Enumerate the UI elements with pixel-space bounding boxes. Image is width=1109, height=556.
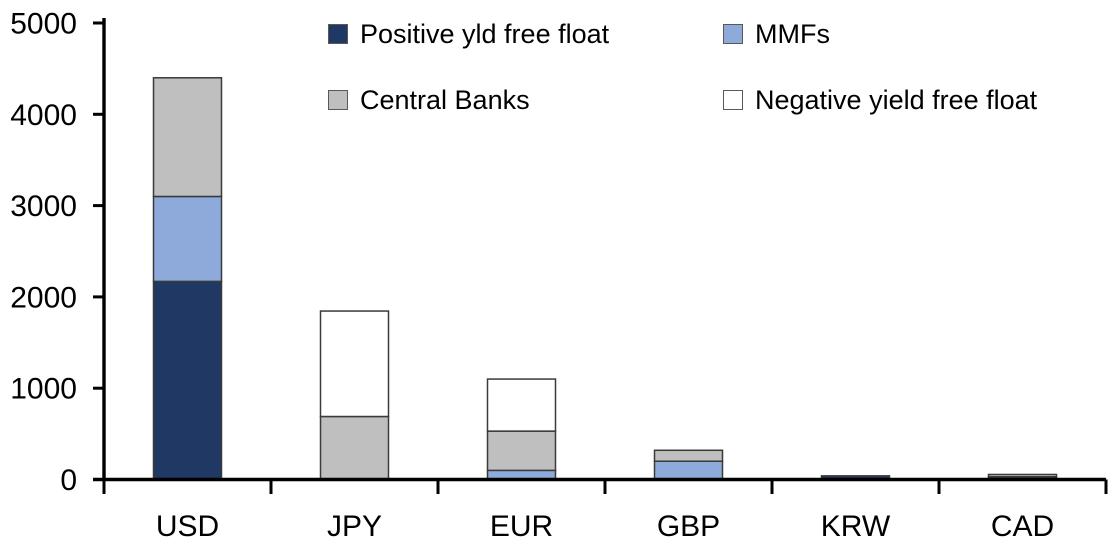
x-axis-label-gbp: GBP	[657, 510, 720, 543]
bar-segment-gbp-mmfs	[653, 460, 724, 481]
bar-segment-jpy-central-banks	[319, 415, 390, 481]
bar-segment-usd-mmfs	[152, 195, 223, 283]
y-axis-tick-label: 3000	[10, 190, 77, 223]
x-axis-label-cad: CAD	[991, 510, 1054, 543]
legend-item-positive-yld-free-float: Positive yld free float	[328, 16, 609, 52]
y-axis-tick-label: 1000	[10, 373, 77, 406]
legend-swatch-mmfs	[723, 24, 743, 44]
x-axis-label-krw: KRW	[821, 510, 891, 543]
legend-swatch-central-banks	[328, 90, 348, 110]
legend-swatch-negative-yield-free-float	[723, 90, 743, 110]
legend-label: Positive yld free float	[360, 19, 610, 49]
x-axis-label-jpy: JPY	[327, 510, 382, 543]
bar-segment-cad-central-banks	[987, 473, 1058, 478]
y-axis-tick-label: 2000	[10, 281, 77, 314]
bar-segment-gbp-central-banks	[653, 449, 724, 462]
legend-label: Central Banks	[360, 85, 530, 115]
legend-item-negative-yield-free-float: Negative yield free float	[723, 82, 1037, 118]
y-axis-tick-label: 5000	[10, 8, 77, 41]
bar-segment-usd-positive-yld-free-float	[152, 280, 223, 481]
x-axis-label-usd: USD	[156, 510, 219, 543]
bar-segment-eur-negative-yield-free-float	[486, 378, 557, 432]
bar-segment-jpy-negative-yield-free-float	[319, 310, 390, 418]
y-axis-tick-label: 4000	[10, 99, 77, 132]
bar-segment-usd-central-banks	[152, 77, 223, 198]
y-axis-tick-label: 0	[60, 464, 77, 497]
x-axis-label-eur: EUR	[490, 510, 553, 543]
bar-segment-eur-central-banks	[486, 430, 557, 472]
legend-item-central-banks: Central Banks	[328, 82, 530, 118]
legend-item-mmfs: MMFs	[723, 16, 830, 52]
legend-label: Negative yield free float	[755, 85, 1038, 115]
legend-swatch-positive-yld-free-float	[328, 24, 348, 44]
legend-label: MMFs	[755, 19, 830, 49]
